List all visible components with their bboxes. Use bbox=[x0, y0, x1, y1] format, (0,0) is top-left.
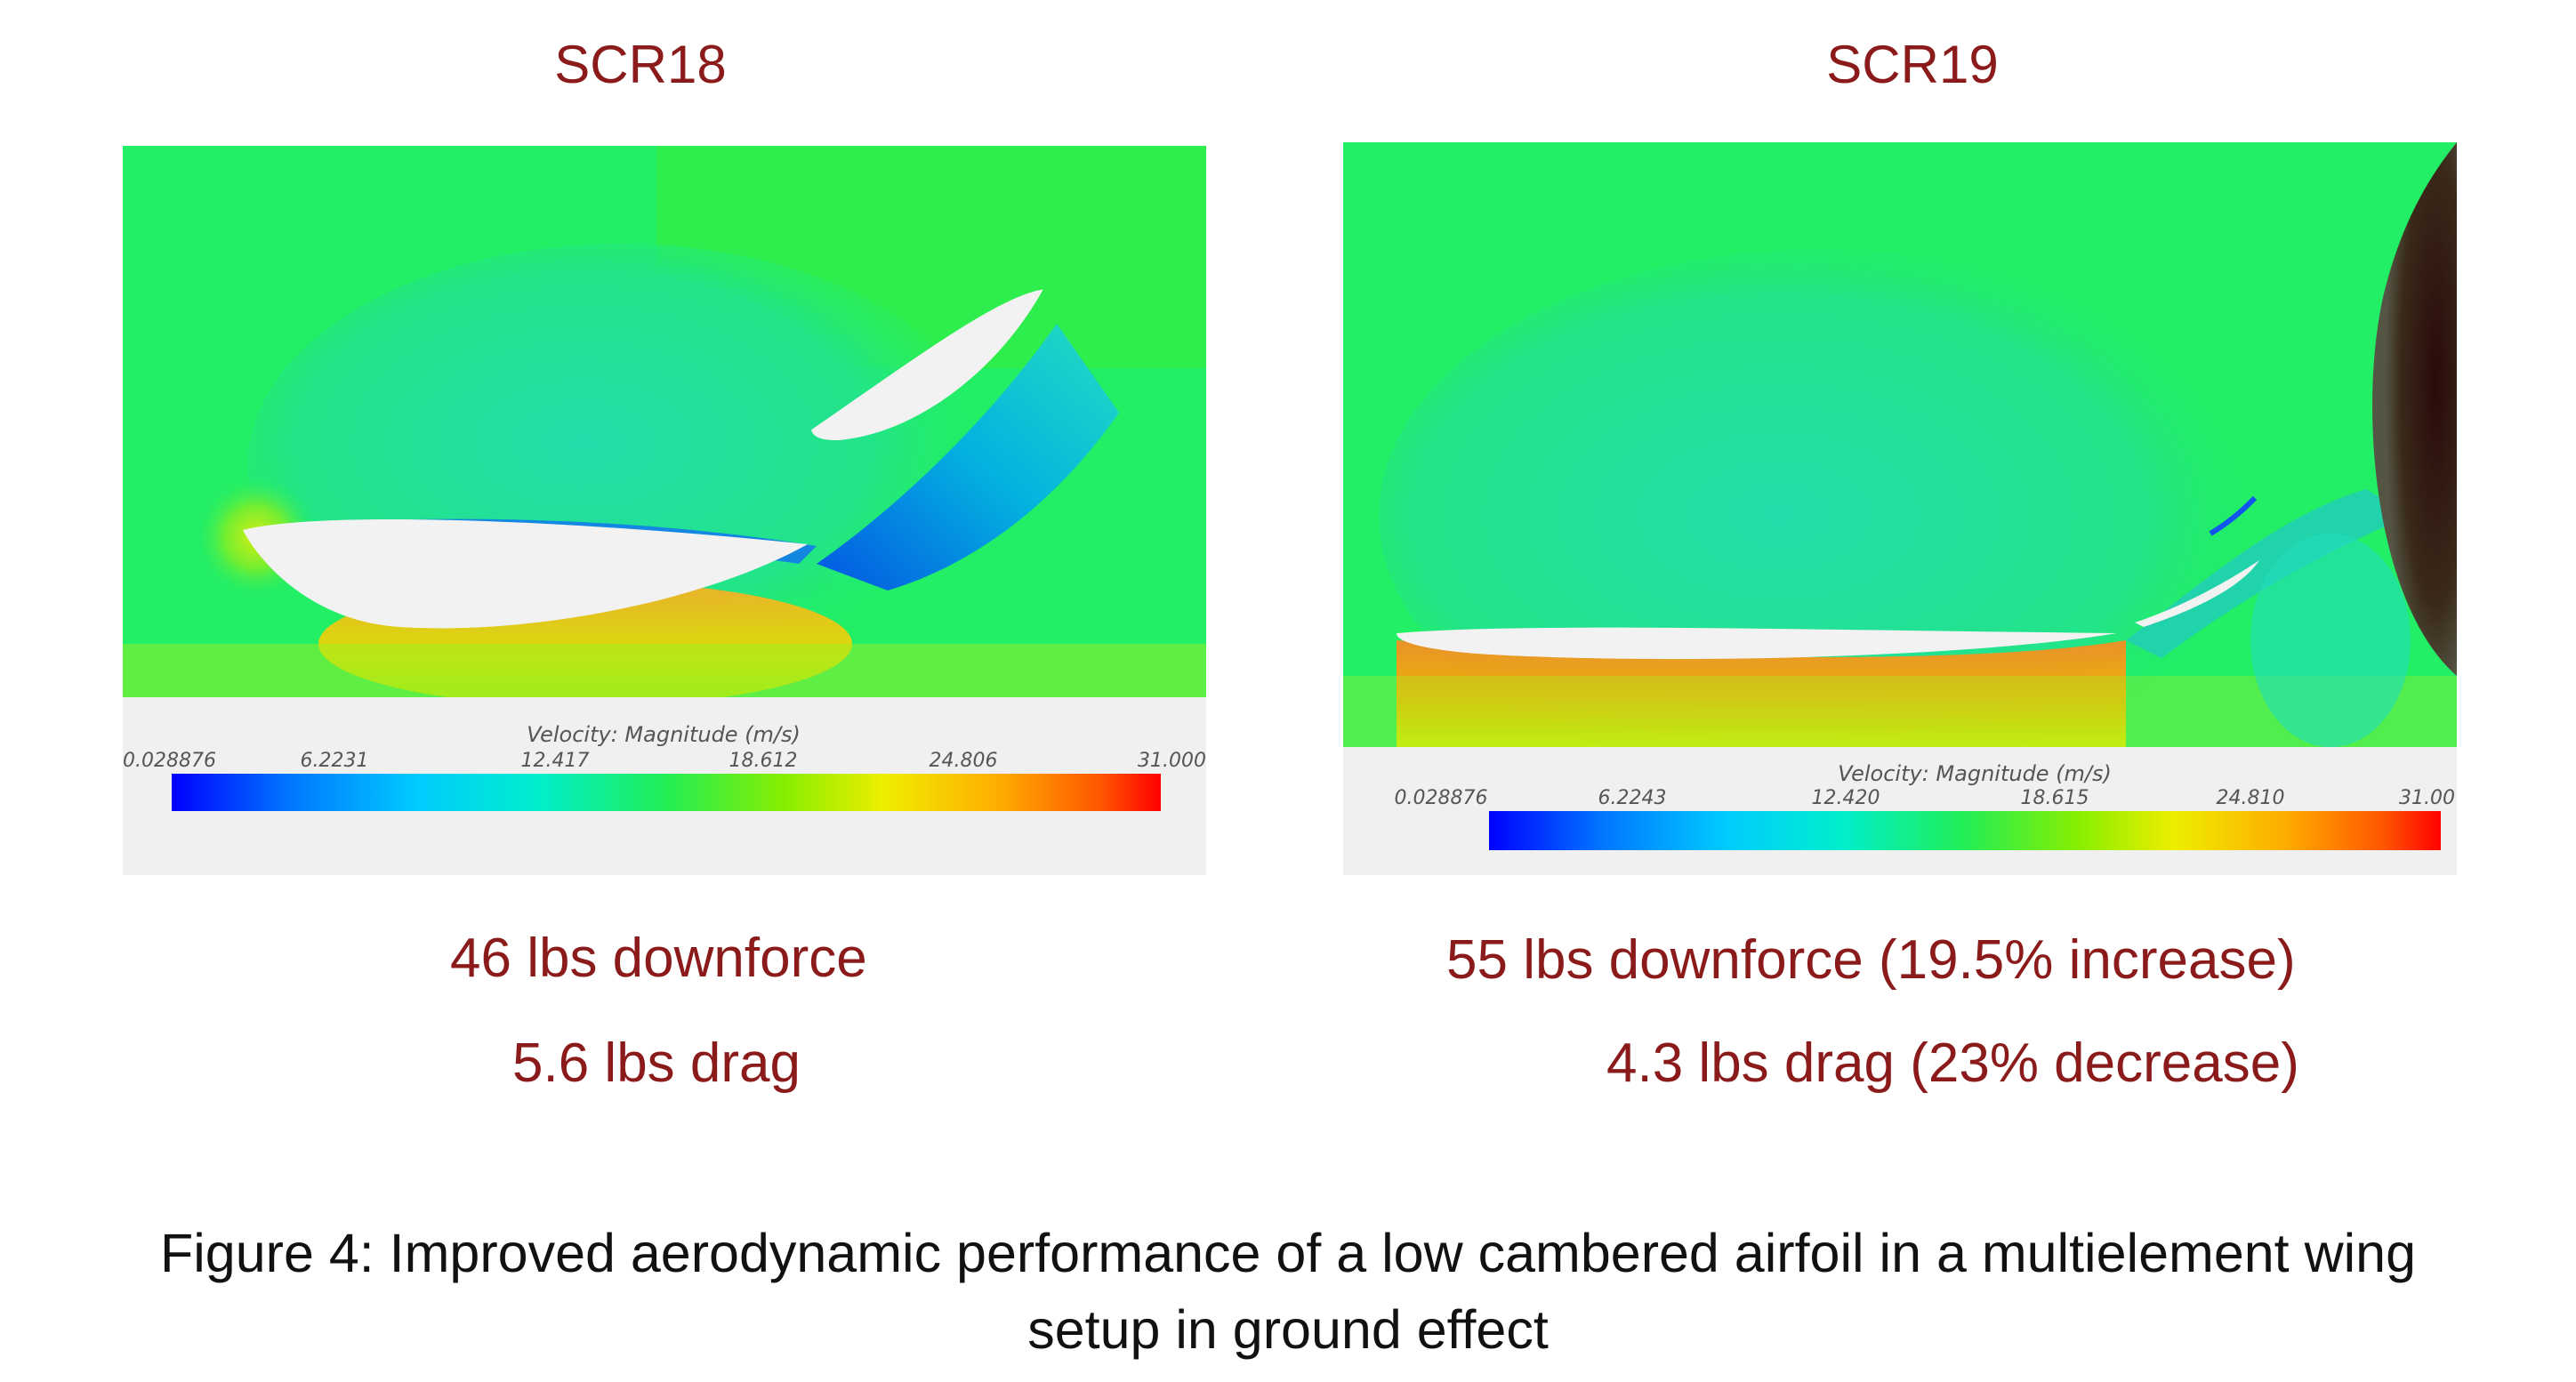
legend-tick: 24.810 bbox=[2217, 787, 2285, 809]
figure-caption-line1: Figure 4: Improved aerodynamic performan… bbox=[159, 1223, 2417, 1283]
legend-tick: 6.2243 bbox=[1598, 787, 1667, 809]
figure-caption-line2: setup in ground effect bbox=[1027, 1299, 1549, 1360]
legend-tick: 18.612 bbox=[729, 750, 798, 772]
velocity-contour-scr19: Velocity: Magnitude (m/s) 0.028876 6.224… bbox=[1343, 142, 2457, 875]
cfd-panel-scr19: Velocity: Magnitude (m/s) 0.028876 6.224… bbox=[1343, 142, 2457, 875]
legend-tick: 24.806 bbox=[930, 750, 998, 772]
legend-tick: 31.000 bbox=[1138, 750, 1206, 772]
panel-title-scr19: SCR19 bbox=[1826, 35, 1999, 94]
legend-tick: 6.2231 bbox=[301, 750, 369, 772]
downforce-scr18: 46 lbs downforce bbox=[450, 928, 867, 989]
colorbar bbox=[172, 774, 1161, 811]
colorbar bbox=[1489, 811, 2441, 850]
legend-tick: 12.417 bbox=[521, 750, 590, 772]
legend-tick: 18.615 bbox=[2021, 787, 2089, 809]
legend-label: Velocity: Magnitude (m/s) bbox=[527, 722, 801, 747]
legend-tick: 31.00 bbox=[2399, 787, 2455, 809]
wheel-shape bbox=[2372, 142, 2457, 676]
legend-tick: 0.028876 bbox=[123, 750, 216, 772]
drag-scr19: 4.3 lbs drag (23% decrease) bbox=[1606, 1032, 2299, 1094]
legend-tick: 12.420 bbox=[1812, 787, 1880, 809]
cfd-panel-scr18: Velocity: Magnitude (m/s) 0.028876 6.223… bbox=[123, 146, 1206, 875]
drag-scr18: 5.6 lbs drag bbox=[512, 1032, 801, 1094]
legend-tick: 0.028876 bbox=[1395, 787, 1488, 809]
legend-label: Velocity: Magnitude (m/s) bbox=[1838, 761, 2112, 786]
downforce-scr19: 55 lbs downforce (19.5% increase) bbox=[1446, 929, 2296, 991]
panel-title-scr18: SCR18 bbox=[554, 35, 727, 94]
velocity-contour-scr18: Velocity: Magnitude (m/s) 0.028876 6.223… bbox=[123, 146, 1206, 875]
